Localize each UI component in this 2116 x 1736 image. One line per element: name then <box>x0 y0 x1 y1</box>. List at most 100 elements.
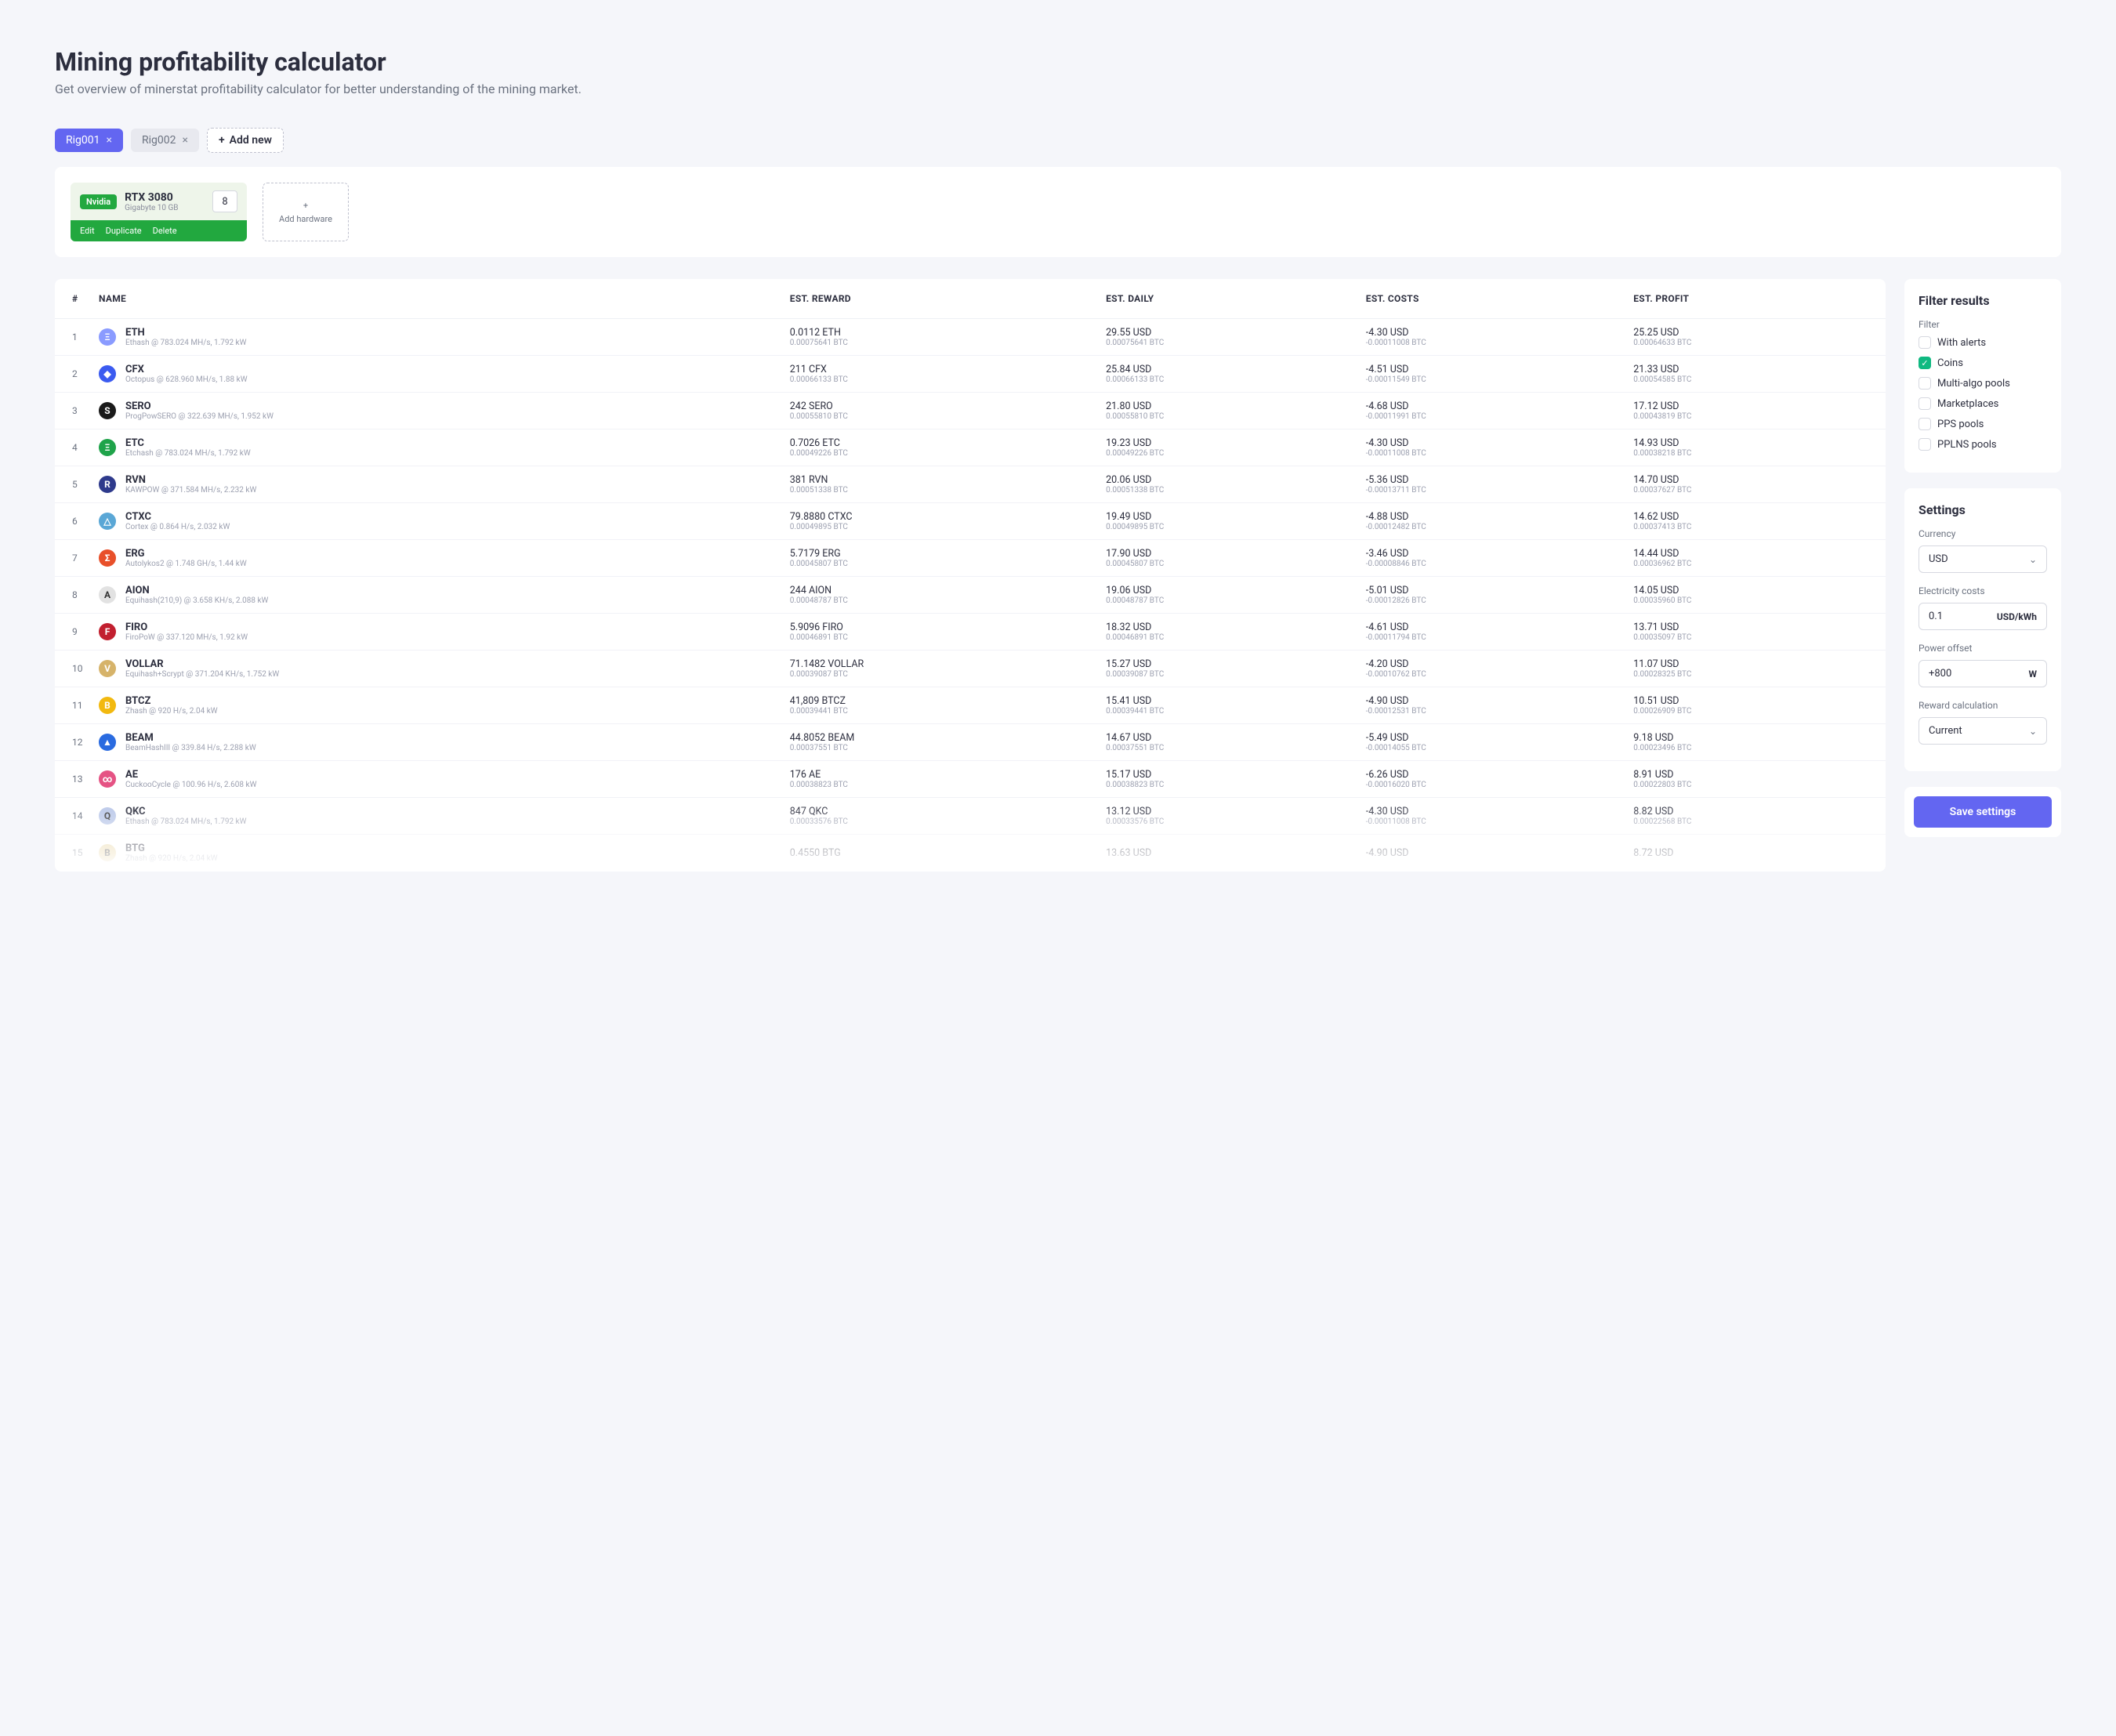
save-settings-button[interactable]: Save settings <box>1914 796 2052 828</box>
reward-btc: 0.00066133 BTC <box>790 375 1090 384</box>
tab-label: Rig002 <box>142 134 176 147</box>
costs-value: -5.01 USD <box>1366 585 1618 596</box>
delete-button[interactable]: Delete <box>153 226 177 236</box>
filter-item[interactable]: PPLNS pools <box>1919 438 2047 451</box>
filter-title: Filter results <box>1919 293 2047 308</box>
reward-value: 211 CFX <box>790 364 1090 375</box>
profit-btc: 0.00035960 BTC <box>1633 596 1878 605</box>
table-row[interactable]: 7ΣERGAutolykos2 @ 1.748 GH/s, 1.44 kW5.7… <box>55 540 1886 577</box>
col-costs: EST. COSTS <box>1358 279 1625 319</box>
daily-value: 14.67 USD <box>1106 732 1350 744</box>
table-row[interactable]: 4ΞETCEtchash @ 783.024 MH/s, 1.792 kW0.7… <box>55 429 1886 466</box>
filter-item[interactable]: PPS pools <box>1919 418 2047 430</box>
daily-btc: 0.00055810 BTC <box>1106 412 1350 421</box>
coin-name: ERG <box>125 548 247 560</box>
coin-algo: BeamHashIII @ 339.84 H/s, 2.288 kW <box>125 744 256 752</box>
row-num: 8 <box>55 577 91 614</box>
coin-name: FIRO <box>125 622 248 633</box>
checkbox[interactable]: ✓ <box>1919 357 1931 369</box>
costs-value: -4.30 USD <box>1366 327 1618 339</box>
checkbox[interactable] <box>1919 438 1931 451</box>
power-input[interactable]: +800 W <box>1919 660 2047 687</box>
table-row[interactable]: 10VVOLLAREquihash+Scrypt @ 371.204 KH/s,… <box>55 651 1886 687</box>
checkbox[interactable] <box>1919 336 1931 349</box>
table-row[interactable]: 15BBTGZhash @ 920 H/s, 2.04 kW0.4550 BTG… <box>55 835 1886 872</box>
filter-item[interactable]: With alerts <box>1919 336 2047 349</box>
coin-name: AION <box>125 585 268 596</box>
table-row[interactable]: 9FFIROFiroPoW @ 337.120 MH/s, 1.92 kW5.9… <box>55 614 1886 651</box>
table-row[interactable]: 13∞AECuckooCycle @ 100.96 H/s, 2.608 kW1… <box>55 761 1886 798</box>
table-row[interactable]: 1ΞETHEthash @ 783.024 MH/s, 1.792 kW0.01… <box>55 319 1886 356</box>
reward-value: 242 SERO <box>790 400 1090 412</box>
daily-value: 17.90 USD <box>1106 548 1350 560</box>
duplicate-button[interactable]: Duplicate <box>106 226 142 236</box>
filter-item[interactable]: Marketplaces <box>1919 397 2047 410</box>
checkbox[interactable] <box>1919 418 1931 430</box>
coin-name: ETH <box>125 327 247 339</box>
checkbox[interactable] <box>1919 377 1931 390</box>
table-row[interactable]: 12▲BEAMBeamHashIII @ 339.84 H/s, 2.288 k… <box>55 724 1886 761</box>
coin-name: ETC <box>125 437 251 449</box>
table-row[interactable]: 11BBTCZZhash @ 920 H/s, 2.04 kW41,809 BT… <box>55 687 1886 724</box>
add-hardware-label: Add hardware <box>279 214 332 224</box>
reward-btc: 0.00055810 BTC <box>790 412 1090 421</box>
costs-btc: -0.00011794 BTC <box>1366 633 1618 642</box>
profit-btc: 0.00023496 BTC <box>1633 744 1878 752</box>
costs-btc: -0.00010762 BTC <box>1366 670 1618 679</box>
profit-value: 8.91 USD <box>1633 769 1878 781</box>
table-row[interactable]: 2◆CFXOctopus @ 628.960 MH/s, 1.88 kW211 … <box>55 356 1886 393</box>
daily-btc: 0.00037551 BTC <box>1106 744 1350 752</box>
table-row[interactable]: 6△CTXCCortex @ 0.864 H/s, 2.032 kW79.888… <box>55 503 1886 540</box>
rig-tab[interactable]: Rig002 × <box>131 129 199 152</box>
gpu-qty-input[interactable]: 8 <box>212 190 237 212</box>
coin-algo: Ethash @ 783.024 MH/s, 1.792 kW <box>125 817 247 826</box>
add-rig-button[interactable]: + Add new <box>207 128 284 153</box>
coin-icon: R <box>99 476 116 493</box>
power-label: Power offset <box>1919 643 2047 654</box>
filter-label: PPLNS pools <box>1937 439 1997 451</box>
reward-calc-select[interactable]: Current ⌄ <box>1919 717 2047 745</box>
close-icon[interactable]: × <box>182 134 187 147</box>
reward-btc: 0.00045807 BTC <box>790 560 1090 568</box>
coin-algo: Equihash+Scrypt @ 371.204 KH/s, 1.752 kW <box>125 670 279 679</box>
costs-btc: -0.00012826 BTC <box>1366 596 1618 605</box>
close-icon[interactable]: × <box>107 134 112 147</box>
daily-value: 21.80 USD <box>1106 400 1350 412</box>
profit-value: 9.18 USD <box>1633 732 1878 744</box>
profit-btc: 0.00022803 BTC <box>1633 781 1878 789</box>
hardware-card: Nvidia RTX 3080 Gigabyte 10 GB 8 Edit Du… <box>71 183 247 241</box>
coin-name: RVN <box>125 474 256 486</box>
costs-btc: -0.00016020 BTC <box>1366 781 1618 789</box>
table-row[interactable]: 5RRVNKAWPOW @ 371.584 MH/s, 2.232 kW381 … <box>55 466 1886 503</box>
daily-value: 13.63 USD <box>1106 847 1350 859</box>
table-row[interactable]: 8AAIONEquihash(210,9) @ 3.658 KH/s, 2.08… <box>55 577 1886 614</box>
currency-select[interactable]: USD ⌄ <box>1919 545 2047 573</box>
profit-value: 21.33 USD <box>1633 364 1878 375</box>
checkbox[interactable] <box>1919 397 1931 410</box>
row-num: 5 <box>55 466 91 503</box>
table-row[interactable]: 14QQKCEthash @ 783.024 MH/s, 1.792 kW847… <box>55 798 1886 835</box>
plus-icon: + <box>219 134 225 147</box>
daily-btc: 0.00046891 BTC <box>1106 633 1350 642</box>
daily-btc: 0.00049895 BTC <box>1106 523 1350 531</box>
electricity-input[interactable]: 0.1 USD/kWh <box>1919 603 2047 630</box>
costs-value: -4.90 USD <box>1366 847 1618 859</box>
edit-button[interactable]: Edit <box>80 226 95 236</box>
daily-value: 13.12 USD <box>1106 806 1350 817</box>
coin-icon: S <box>99 402 116 419</box>
add-hardware-button[interactable]: + Add hardware <box>263 183 349 241</box>
daily-value: 20.06 USD <box>1106 474 1350 486</box>
row-num: 10 <box>55 651 91 687</box>
costs-btc: -0.00011549 BTC <box>1366 375 1618 384</box>
rig-tab-active[interactable]: Rig001 × <box>55 129 123 152</box>
filter-item[interactable]: ✓Coins <box>1919 357 2047 369</box>
filter-item[interactable]: Multi-algo pools <box>1919 377 2047 390</box>
add-rig-label: Add new <box>230 134 272 147</box>
coin-icon: ◆ <box>99 365 116 382</box>
coin-icon: Ξ <box>99 328 116 346</box>
costs-value: -5.36 USD <box>1366 474 1618 486</box>
reward-value: 0.4550 BTG <box>790 847 1090 859</box>
costs-value: -4.68 USD <box>1366 400 1618 412</box>
table-row[interactable]: 3SSEROProgPowSERO @ 322.639 MH/s, 1.952 … <box>55 393 1886 429</box>
col-name: NAME <box>91 279 782 319</box>
